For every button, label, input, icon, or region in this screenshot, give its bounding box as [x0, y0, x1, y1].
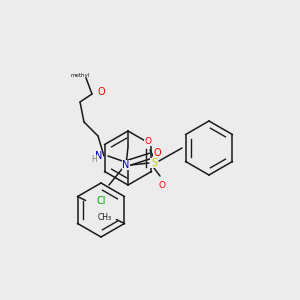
- Text: O: O: [153, 148, 161, 158]
- Text: N: N: [94, 151, 102, 161]
- Text: O: O: [158, 181, 166, 190]
- Text: methyl: methyl: [70, 73, 90, 77]
- Text: Cl: Cl: [97, 196, 106, 206]
- Text: S: S: [151, 158, 157, 168]
- Text: CH₃: CH₃: [97, 213, 111, 222]
- Text: O: O: [97, 87, 105, 97]
- Text: O: O: [145, 136, 152, 146]
- Text: H: H: [91, 155, 97, 164]
- Text: N: N: [122, 160, 130, 170]
